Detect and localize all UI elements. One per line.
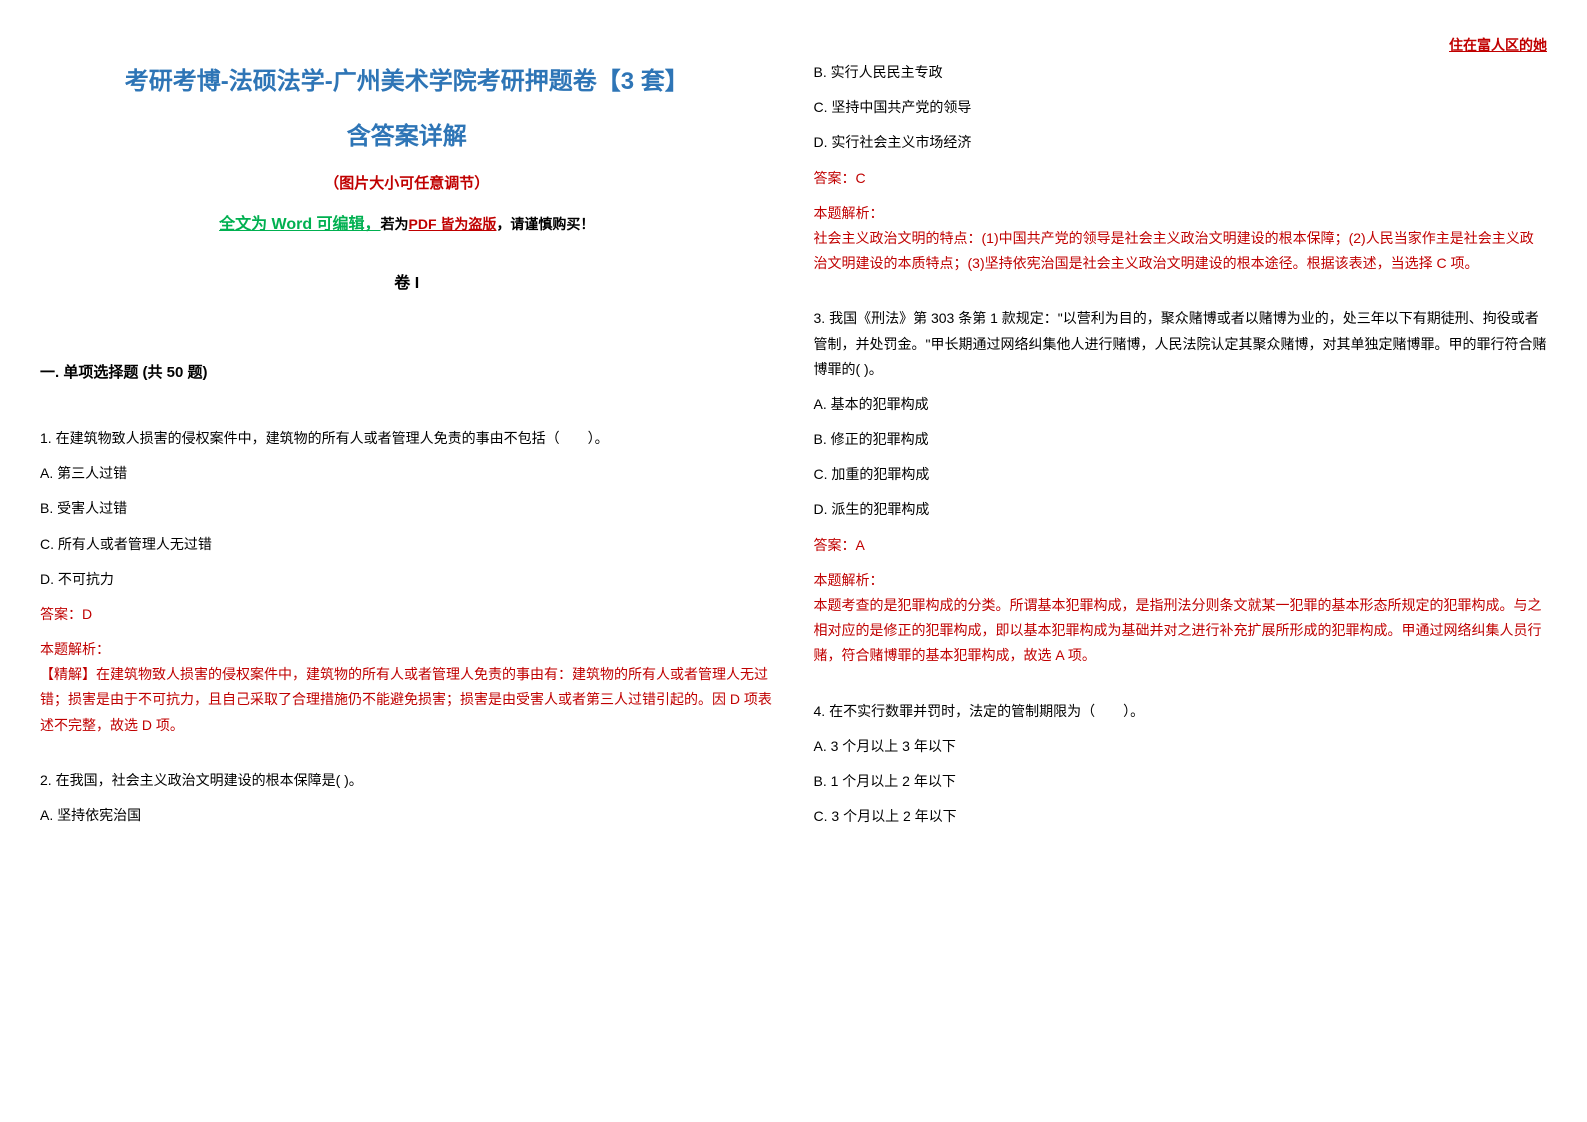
question-2-start: 2. 在我国，社会主义政治文明建设的根本保障是( )。 A. 坚持依宪治国 — [40, 768, 774, 828]
option-b: B. 修正的犯罪构成 — [814, 427, 1548, 452]
option-c: C. 所有人或者管理人无过错 — [40, 532, 774, 557]
answer-text: 答案：C — [814, 166, 1548, 191]
explain-body: 社会主义政治文明的特点：(1)中国共产党的领导是社会主义政治文明建设的根本保障；… — [814, 226, 1548, 276]
option-d: D. 实行社会主义市场经济 — [814, 130, 1548, 155]
explain-label: 本题解析： — [40, 637, 774, 662]
word-note-mid: 若为 — [381, 216, 409, 232]
option-c: C. 坚持中国共产党的领导 — [814, 95, 1548, 120]
explain-label: 本题解析： — [814, 201, 1548, 226]
option-a: A. 3 个月以上 3 年以下 — [814, 734, 1548, 759]
option-b: B. 1 个月以上 2 年以下 — [814, 769, 1548, 794]
option-a: A. 第三人过错 — [40, 461, 774, 486]
section-title: 一. 单项选择题 (共 50 题) — [40, 359, 774, 386]
option-b: B. 受害人过错 — [40, 496, 774, 521]
option-c: C. 3 个月以上 2 年以下 — [814, 804, 1548, 829]
left-column: 考研考博-法硕法学-广州美术学院考研押题卷【3 套】 含答案详解 （图片大小可任… — [40, 60, 774, 859]
question-text: 3. 我国《刑法》第 303 条第 1 款规定："以营利为目的，聚众赌博或者以赌… — [814, 306, 1548, 382]
question-3: 3. 我国《刑法》第 303 条第 1 款规定："以营利为目的，聚众赌博或者以赌… — [814, 306, 1548, 668]
option-b: B. 实行人民民主专政 — [814, 60, 1548, 85]
question-1: 1. 在建筑物致人损害的侵权案件中，建筑物的所有人或者管理人免责的事由不包括（ … — [40, 426, 774, 738]
explain-label: 本题解析： — [814, 568, 1548, 593]
question-4: 4. 在不实行数罪并罚时，法定的管制期限为（ ）。 A. 3 个月以上 3 年以… — [814, 699, 1548, 830]
question-text: 1. 在建筑物致人损害的侵权案件中，建筑物的所有人或者管理人免责的事由不包括（ … — [40, 426, 774, 451]
option-c: C. 加重的犯罪构成 — [814, 462, 1548, 487]
word-editable-text: 全文为 Word 可编辑， — [219, 216, 380, 233]
answer-text: 答案：D — [40, 602, 774, 627]
watermark-text: 住在富人区的她 — [1449, 35, 1547, 55]
word-note-end: ，请谨慎购买！ — [496, 216, 594, 232]
question-2-cont: B. 实行人民民主专政 C. 坚持中国共产党的领导 D. 实行社会主义市场经济 … — [814, 60, 1548, 276]
option-d: D. 派生的犯罪构成 — [814, 497, 1548, 522]
word-note: 全文为 Word 可编辑，若为PDF 皆为盗版，请谨慎购买！ — [40, 211, 774, 240]
explain-body: 本题考查的是犯罪构成的分类。所谓基本犯罪构成，是指刑法分则条文就某一犯罪的基本形… — [814, 593, 1548, 669]
volume-label: 卷 I — [40, 270, 774, 299]
question-text: 2. 在我国，社会主义政治文明建设的根本保障是( )。 — [40, 768, 774, 793]
answer-text: 答案：A — [814, 533, 1548, 558]
option-a: A. 基本的犯罪构成 — [814, 392, 1548, 417]
sub-title: 含答案详解 — [40, 115, 774, 158]
option-a: A. 坚持依宪治国 — [40, 803, 774, 828]
option-d: D. 不可抗力 — [40, 567, 774, 592]
explain-body: 【精解】在建筑物致人损害的侵权案件中，建筑物的所有人或者管理人免责的事由有：建筑… — [40, 662, 774, 738]
right-column: B. 实行人民民主专政 C. 坚持中国共产党的领导 D. 实行社会主义市场经济 … — [814, 60, 1548, 859]
resize-note: （图片大小可任意调节） — [40, 170, 774, 197]
main-title: 考研考博-法硕法学-广州美术学院考研押题卷【3 套】 — [40, 60, 774, 103]
pdf-pirate-text: PDF 皆为盗版 — [409, 216, 497, 232]
question-text: 4. 在不实行数罪并罚时，法定的管制期限为（ ）。 — [814, 699, 1548, 724]
two-column-layout: 考研考博-法硕法学-广州美术学院考研押题卷【3 套】 含答案详解 （图片大小可任… — [40, 60, 1547, 859]
